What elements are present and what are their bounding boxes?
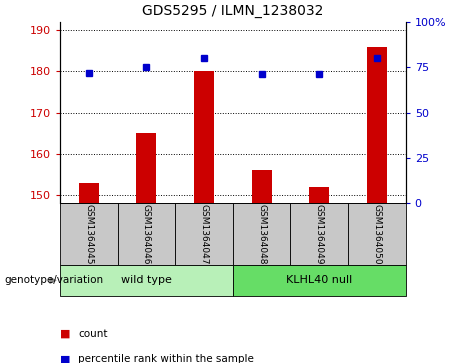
Text: percentile rank within the sample: percentile rank within the sample <box>78 354 254 363</box>
Text: ■: ■ <box>60 354 71 363</box>
Text: genotype/variation: genotype/variation <box>5 276 104 285</box>
Bar <box>175 203 233 265</box>
Text: count: count <box>78 329 108 339</box>
Text: GSM1364048: GSM1364048 <box>257 204 266 264</box>
Bar <box>136 133 156 203</box>
Bar <box>367 46 387 203</box>
Bar <box>60 203 118 265</box>
Bar <box>233 265 406 296</box>
Text: KLHL40 null: KLHL40 null <box>286 276 352 285</box>
Bar <box>252 170 272 203</box>
Bar <box>233 203 290 265</box>
Text: ■: ■ <box>60 329 71 339</box>
Text: GSM1364046: GSM1364046 <box>142 204 151 264</box>
Bar <box>290 203 348 265</box>
Bar <box>79 183 99 203</box>
Bar <box>348 203 406 265</box>
Bar <box>309 187 329 203</box>
Bar <box>194 71 214 203</box>
Text: wild type: wild type <box>121 276 172 285</box>
Title: GDS5295 / ILMN_1238032: GDS5295 / ILMN_1238032 <box>142 4 324 18</box>
Text: GSM1364049: GSM1364049 <box>315 204 324 264</box>
Text: GSM1364050: GSM1364050 <box>372 204 381 265</box>
Bar <box>118 203 175 265</box>
Text: GSM1364045: GSM1364045 <box>84 204 93 264</box>
Bar <box>60 265 233 296</box>
Text: GSM1364047: GSM1364047 <box>200 204 208 264</box>
